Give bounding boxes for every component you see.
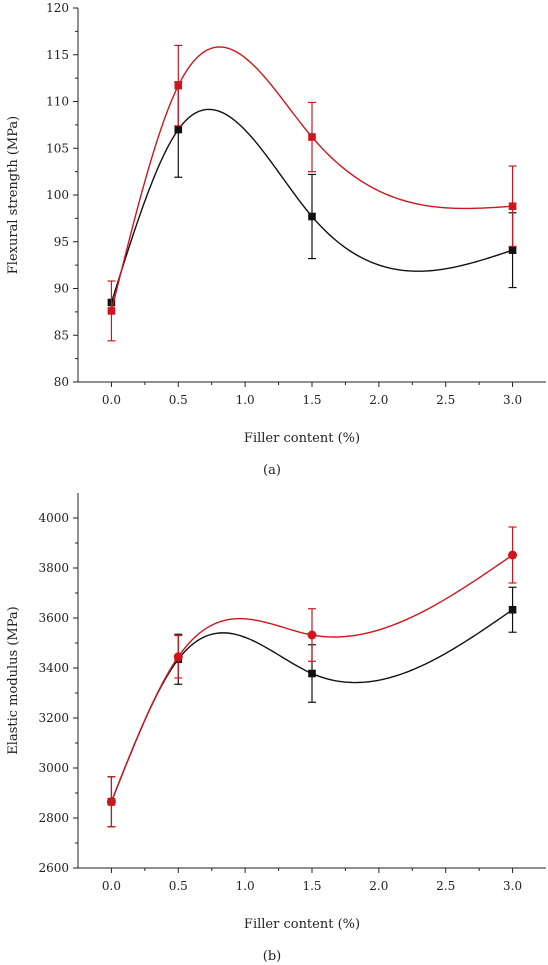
y-tick-label: 3000 <box>38 761 69 775</box>
y-tick-label: 100 <box>46 188 69 202</box>
x-tick-label: 0.5 <box>169 879 188 893</box>
y-tick-label: 3200 <box>38 711 69 725</box>
x-tick-label: 2.5 <box>436 393 455 407</box>
chart-panel-a: 80 85 90 95 100 105 110 115 120 0.0 0.5 1.0 1.5 2.0 2.… <box>6 1 546 478</box>
x-tick-label: 1.5 <box>302 393 321 407</box>
data-point <box>508 202 517 211</box>
x-tick-label: 3.0 <box>503 879 522 893</box>
x-tick-label: 2.0 <box>369 879 388 893</box>
data-point <box>508 550 518 560</box>
y-tick-label: 115 <box>46 48 69 62</box>
data-point <box>308 212 316 221</box>
y-tick-label: 3400 <box>38 661 69 675</box>
y-tick-label: 90 <box>54 282 69 296</box>
y-tick-label: 2600 <box>38 861 69 875</box>
y-tick-label: 110 <box>46 95 69 109</box>
y-tick-label: 4000 <box>38 511 69 525</box>
data-point <box>173 652 183 662</box>
x-axis-title: Filler content (%) <box>244 917 360 932</box>
x-tick-label: 1.5 <box>302 879 321 893</box>
x-axis-title: Filler content (%) <box>244 431 360 446</box>
x-tick-label: 0.0 <box>102 879 121 893</box>
y-axis-title: Elastic modulus (MPa) <box>6 606 21 754</box>
data-point <box>307 630 317 640</box>
y-tick-label: 3600 <box>38 611 69 625</box>
series-red <box>107 44 517 342</box>
y-axis-title: Flexural strength (MPa) <box>6 116 21 274</box>
data-point <box>107 307 116 315</box>
data-point <box>308 669 316 678</box>
data-point <box>508 605 517 614</box>
panel-caption: (a) <box>263 463 281 478</box>
data-point <box>174 81 183 90</box>
y-tick-label: 120 <box>46 1 69 15</box>
series-red <box>106 526 518 828</box>
y-tick-label: 2800 <box>38 811 69 825</box>
data-point <box>174 125 183 134</box>
data-point <box>106 797 116 807</box>
x-tick-label: 2.0 <box>369 393 388 407</box>
y-tick-label: 85 <box>54 328 69 342</box>
y-tick-label: 3800 <box>38 561 69 575</box>
x-tick-label: 1.0 <box>236 879 255 893</box>
y-tick-label: 95 <box>54 235 69 249</box>
panel-caption: (b) <box>263 949 281 964</box>
y-tick-label: 80 <box>54 375 69 389</box>
chart-panel-b: 2600 2800 3000 3200 3400 3600 3800 4000 0.0 0.5 1.… <box>6 493 546 964</box>
data-point <box>508 246 517 254</box>
x-tick-label: 2.5 <box>436 879 455 893</box>
x-tick-label: 0.5 <box>169 393 188 407</box>
x-tick-label: 3.0 <box>503 393 522 407</box>
y-tick-label: 105 <box>46 141 69 155</box>
x-tick-label: 1.0 <box>236 393 255 407</box>
x-tick-label: 0.0 <box>102 393 121 407</box>
data-point <box>308 133 316 141</box>
